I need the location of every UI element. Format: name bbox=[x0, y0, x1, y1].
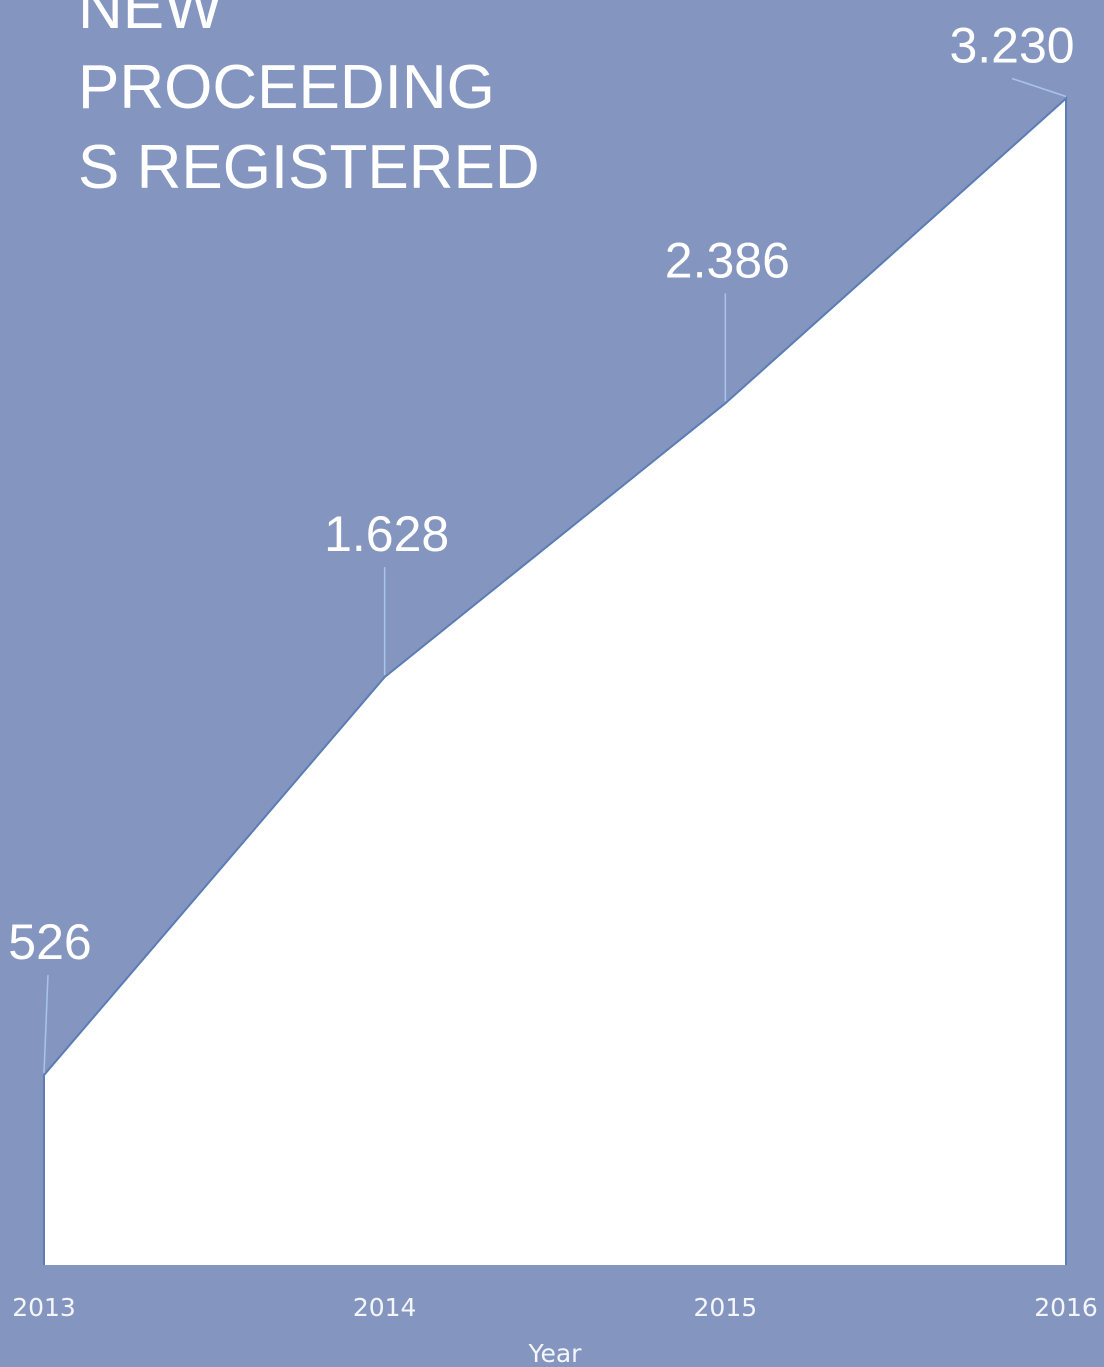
chart-title: S REGISTERED bbox=[78, 133, 540, 202]
value-label: 3.230 bbox=[949, 18, 1074, 74]
leader-line bbox=[1011, 77, 1067, 98]
value-label: 2.386 bbox=[665, 232, 790, 288]
leader-line bbox=[43, 975, 49, 1074]
x-axis-label: Year bbox=[528, 1339, 583, 1367]
x-tick-label: 2016 bbox=[1034, 1293, 1098, 1322]
x-tick-label: 2015 bbox=[694, 1293, 758, 1322]
line bbox=[43, 96, 1067, 1265]
chart-title: NEW bbox=[78, 0, 223, 42]
area bbox=[44, 98, 1066, 1266]
x-tick-label: 2013 bbox=[12, 1293, 76, 1322]
x-tick-label: 2014 bbox=[353, 1293, 417, 1322]
value-label: 1.628 bbox=[324, 506, 449, 562]
value-label: 526 bbox=[8, 914, 91, 970]
chart-title: PROCEEDING bbox=[78, 53, 495, 122]
